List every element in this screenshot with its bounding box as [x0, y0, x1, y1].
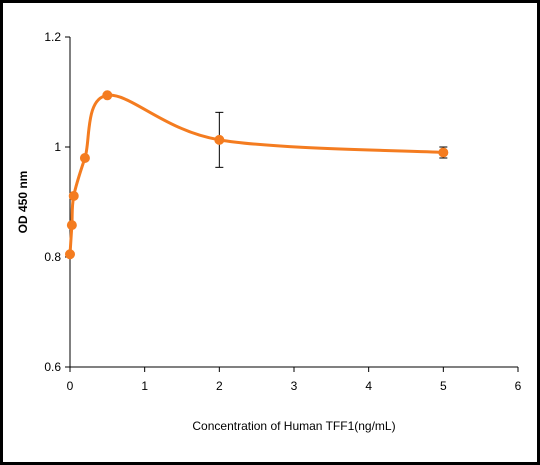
data-point: [79, 153, 90, 163]
x-axis-label: Concentration of Human TFF1(ng/mL): [192, 419, 395, 433]
plot-area: [65, 90, 449, 260]
data-point: [66, 220, 77, 231]
data-point: [214, 134, 225, 145]
x-tick-label: 1: [141, 379, 148, 393]
x-tick-label: 6: [515, 379, 522, 393]
y-tick-label: 0.8: [44, 250, 61, 264]
x-ticks: 0 1 2 3 4 5 6: [67, 367, 522, 393]
axes: [69, 37, 518, 368]
x-tick-label: 3: [291, 379, 298, 393]
x-tick-label: 4: [365, 379, 372, 393]
y-tick-label: 1: [54, 140, 61, 154]
series-line: [68, 93, 444, 255]
data-point: [68, 190, 79, 201]
y-tick-label: 0.6: [44, 360, 61, 374]
data-point: [438, 147, 449, 158]
y-axis-label: OD 450 nm: [16, 171, 30, 234]
y-tick-label: 1.2: [44, 30, 61, 44]
x-tick-label: 2: [216, 379, 223, 393]
data-point: [102, 90, 113, 101]
y-ticks: 0.6 0.8 1 1.2: [44, 30, 70, 374]
x-tick-label: 5: [440, 379, 447, 393]
x-tick-label: 0: [67, 379, 74, 393]
data-point: [65, 249, 75, 260]
